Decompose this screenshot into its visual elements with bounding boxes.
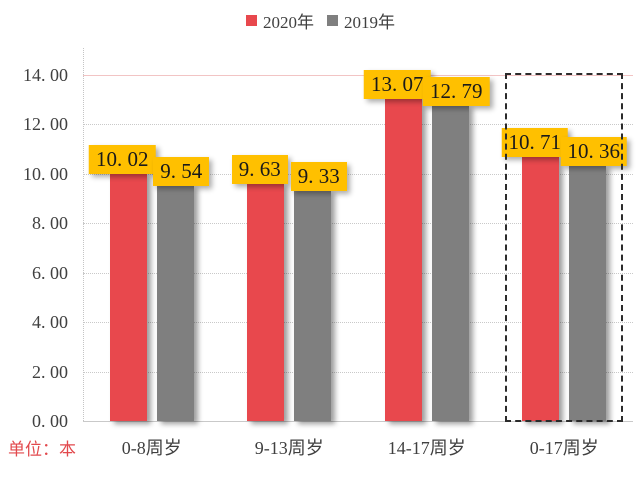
value-label-2019-cat1: 9. 33	[290, 162, 347, 192]
gridline-y-14	[83, 75, 633, 76]
x-axis-line	[83, 421, 633, 422]
y-tick-label-0: 0. 00	[32, 411, 68, 431]
y-tick-label-14: 14. 00	[23, 65, 68, 85]
bar-2020-cat3	[522, 156, 560, 421]
value-label-2019-cat3: 10. 36	[560, 136, 627, 166]
value-label-2019-cat0: 9. 54	[153, 157, 210, 187]
value-label-2020-cat0: 10. 02	[89, 145, 156, 175]
bar-2019-cat0	[156, 185, 194, 421]
bar-2019-cat3	[569, 164, 607, 421]
bar-2019-cat2	[431, 104, 469, 421]
gridline-y-12	[83, 124, 633, 126]
y-tick-label-8: 8. 00	[32, 213, 68, 234]
highlight-dashed-box	[505, 73, 624, 422]
bar-2019-cat1	[294, 190, 332, 421]
legend-swatch-icon	[327, 14, 338, 26]
legend-item-2019: 2019年	[327, 8, 395, 33]
y-tick-label-4: 4. 00	[32, 312, 68, 333]
gridline-y-6	[83, 272, 633, 274]
gridline-y-8	[83, 223, 633, 225]
y-tick-label-10: 10. 00	[23, 163, 68, 184]
unit-label: 单位：本	[8, 440, 76, 459]
value-label-2020-cat2: 13. 07	[364, 69, 431, 99]
x-axis-label-cat3: 0-17周岁	[529, 438, 599, 458]
bar-2020-cat1	[247, 183, 285, 421]
value-label-2020-cat1: 9. 63	[231, 155, 288, 184]
legend-label: 2020年	[263, 12, 314, 32]
legend-label: 2019年	[344, 12, 395, 32]
y-tick-label-12: 12. 00	[23, 114, 68, 135]
legend-swatch-icon	[246, 14, 257, 26]
bar-2020-cat0	[109, 173, 147, 421]
gridline-y-10	[83, 173, 633, 175]
x-axis-label-cat0: 0-8周岁	[121, 438, 182, 458]
chart-legend: 2020年 2019年	[0, 8, 641, 32]
y-tick-label-2: 2. 00	[32, 361, 68, 382]
legend-item-2020: 2020年	[246, 8, 314, 33]
x-axis-label-cat2: 14-17周岁	[387, 438, 466, 458]
value-label-2019-cat2: 12. 79	[423, 76, 490, 106]
y-tick-label-6: 6. 00	[32, 262, 68, 283]
y-axis-line	[83, 48, 84, 421]
value-label-2020-cat3: 10. 71	[501, 128, 568, 158]
bar-2020-cat2	[384, 97, 422, 421]
gridline-y-4	[83, 322, 633, 324]
gridline-y-2	[83, 371, 633, 373]
x-axis-label-cat1: 9-13周岁	[254, 438, 324, 458]
